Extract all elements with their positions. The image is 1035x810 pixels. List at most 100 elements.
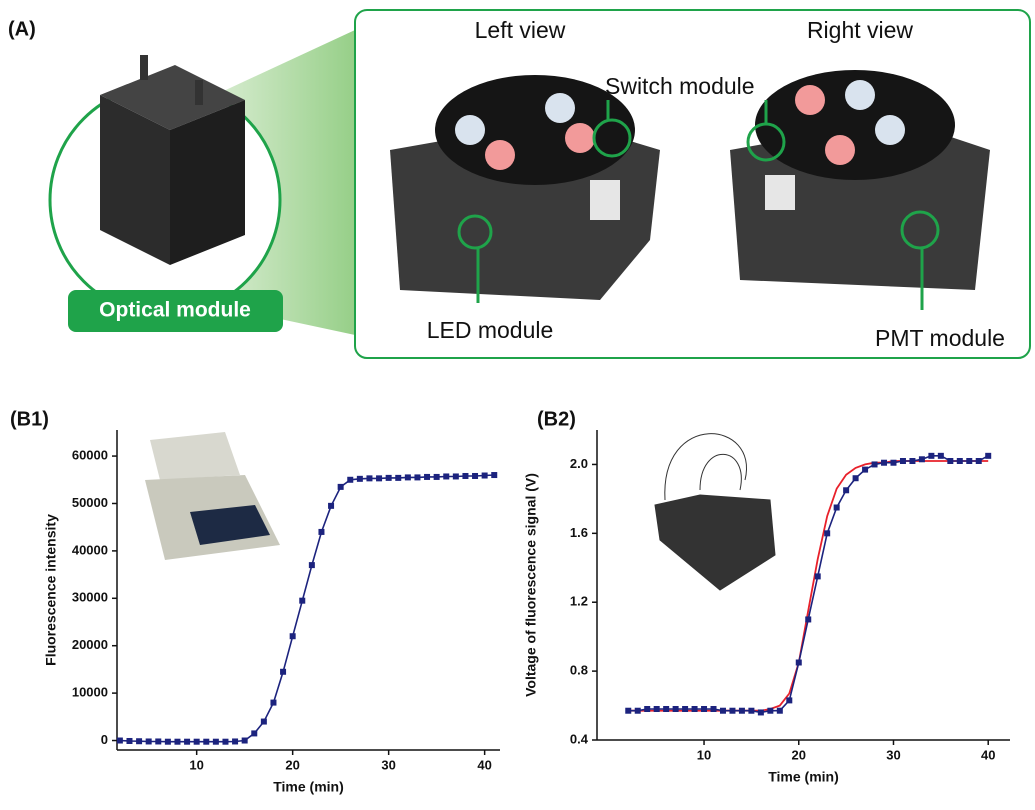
series-line <box>628 456 988 713</box>
data-point <box>862 467 868 473</box>
y-tick-label: 60000 <box>72 448 108 463</box>
data-point <box>347 477 353 483</box>
y-tick-label: 50000 <box>72 495 108 510</box>
data-point <box>663 706 669 712</box>
data-point <box>985 453 991 459</box>
data-point <box>424 474 430 480</box>
data-point <box>338 484 344 490</box>
data-point <box>117 738 123 744</box>
data-point <box>309 562 315 568</box>
data-point <box>777 708 783 714</box>
data-point <box>815 573 821 579</box>
data-point <box>635 708 641 714</box>
data-point <box>472 473 478 479</box>
qpcr-photo <box>145 432 280 560</box>
data-point <box>796 660 802 666</box>
data-point <box>720 708 726 714</box>
panel-label: (B1) <box>10 408 49 430</box>
x-tick-label: 40 <box>477 757 491 772</box>
y-axis-title: Fluorescence intensity <box>43 514 59 666</box>
data-point <box>758 709 764 715</box>
data-point <box>767 708 773 714</box>
data-point <box>280 669 286 675</box>
data-point <box>843 487 849 493</box>
data-point <box>739 708 745 714</box>
data-point <box>654 706 660 712</box>
data-point <box>318 529 324 535</box>
data-point <box>919 456 925 462</box>
data-point <box>405 474 411 480</box>
y-tick-label: 0.8 <box>570 663 588 678</box>
figure: (A) Optical module Left view Right view … <box>0 0 1035 805</box>
data-point <box>482 473 488 479</box>
data-point <box>701 706 707 712</box>
data-point <box>213 739 219 745</box>
x-tick-label: 20 <box>792 747 806 762</box>
data-point <box>251 730 257 736</box>
data-point <box>174 739 180 745</box>
data-point <box>203 739 209 745</box>
data-point <box>434 474 440 480</box>
data-point <box>194 739 200 745</box>
data-point <box>966 458 972 464</box>
data-point <box>976 458 982 464</box>
y-tick-label: 10000 <box>72 685 108 700</box>
data-point <box>900 458 906 464</box>
y-tick-label: 40000 <box>72 542 108 557</box>
data-point <box>872 461 878 467</box>
data-point <box>853 475 859 481</box>
x-axis-title: Time (min) <box>768 769 839 785</box>
y-tick-label: 1.6 <box>570 525 588 540</box>
data-point <box>299 598 305 604</box>
data-point <box>184 739 190 745</box>
callout-label: PMT module <box>875 325 1005 351</box>
data-point <box>376 475 382 481</box>
data-point <box>909 458 915 464</box>
data-point <box>222 739 228 745</box>
data-point <box>328 503 334 509</box>
data-point <box>786 697 792 703</box>
x-tick-label: 20 <box>285 757 299 772</box>
device-render <box>655 434 775 590</box>
data-point <box>938 453 944 459</box>
data-point <box>395 475 401 481</box>
callout-label: Switch module <box>605 73 755 99</box>
data-point <box>881 460 887 466</box>
y-tick-label: 1.2 <box>570 594 588 609</box>
x-tick-label: 40 <box>981 747 995 762</box>
x-tick-label: 30 <box>381 757 395 772</box>
data-point <box>453 473 459 479</box>
data-point <box>692 706 698 712</box>
data-point <box>491 472 497 478</box>
data-point <box>462 473 468 479</box>
data-point <box>824 530 830 536</box>
data-point <box>126 738 132 744</box>
y-tick-label: 0.4 <box>570 731 589 746</box>
data-point <box>366 475 372 481</box>
data-point <box>947 458 953 464</box>
data-point <box>711 706 717 712</box>
y-tick-label: 2.0 <box>570 456 588 471</box>
view-title: Left view <box>475 17 566 43</box>
data-point <box>834 505 840 511</box>
badge-text: Optical module <box>99 299 251 322</box>
data-point <box>290 633 296 639</box>
data-point <box>644 706 650 712</box>
data-point <box>748 708 754 714</box>
data-point <box>270 700 276 706</box>
data-point <box>928 453 934 459</box>
data-point <box>242 738 248 744</box>
x-tick-label: 10 <box>189 757 203 772</box>
view-title: Right view <box>807 17 913 43</box>
data-point <box>729 708 735 714</box>
data-point <box>673 706 679 712</box>
data-point <box>357 476 363 482</box>
panel-label: (A) <box>8 18 36 40</box>
y-tick-label: 20000 <box>72 637 108 652</box>
data-point <box>232 738 238 744</box>
data-point <box>890 460 896 466</box>
data-point <box>136 738 142 744</box>
data-point <box>805 616 811 622</box>
data-point <box>261 719 267 725</box>
y-tick-label: 30000 <box>72 590 108 605</box>
